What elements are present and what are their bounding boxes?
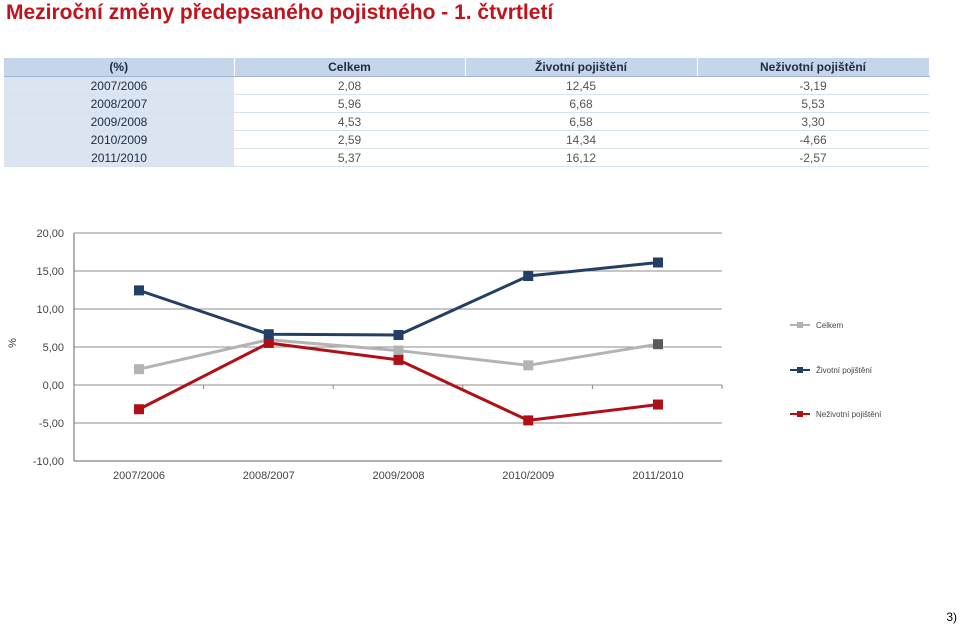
table-row: 2009/2008 4,53 6,58 3,30 [4, 112, 929, 131]
table-cell: 2,08 [234, 76, 465, 95]
data-point [134, 285, 144, 296]
table-cell: 5,37 [234, 148, 465, 167]
table-row: 2010/2009 2,59 14,34 -4,66 [4, 130, 929, 149]
table-header-row: (%) Celkem Životní pojištění Neživotní p… [4, 58, 930, 77]
data-point [653, 257, 663, 268]
table-cell: 5,53 [697, 94, 929, 113]
legend-marker [797, 367, 803, 373]
row-label: 2010/2009 [4, 130, 234, 149]
data-point [523, 415, 534, 426]
table-cell: 5,96 [234, 94, 465, 113]
column-header: (%) [4, 58, 235, 77]
data-point [393, 354, 404, 365]
data-point [263, 329, 274, 340]
table-row: 2008/2007 5,96 6,68 5,53 [4, 94, 929, 113]
data-point [263, 337, 274, 348]
y-tick-label: 15,00 [36, 266, 64, 278]
table-cell: -4,66 [697, 130, 929, 149]
column-header: Celkem [234, 58, 466, 77]
row-label: 2009/2008 [4, 112, 234, 131]
x-tick-label: 2010/2009 [502, 470, 554, 482]
y-tick-label: 20,00 [36, 228, 64, 240]
data-point [393, 329, 404, 340]
x-tick-label: 2011/2010 [632, 470, 683, 482]
column-header: Neživotní pojištění [697, 58, 930, 77]
table-cell: 6,58 [465, 112, 697, 131]
column-header: Životní pojištění [465, 58, 698, 77]
data-point [653, 399, 663, 410]
legend-label: Životní pojištění [816, 366, 873, 375]
table-cell: 6,68 [465, 94, 697, 113]
table-row: 2011/2010 5,37 16,12 -2,57 [4, 148, 929, 167]
data-point [523, 271, 534, 282]
table-cell: 3,30 [697, 112, 929, 131]
legend-label: Neživotní pojištění [816, 410, 882, 419]
x-tick-label: 2009/2008 [373, 470, 425, 482]
table-cell: -3,19 [697, 76, 929, 95]
page-title: Meziroční změny předepsaného pojistného … [6, 1, 554, 24]
table-cell: 4,53 [234, 112, 465, 131]
table-row: 2007/2006 2,08 12,45 -3,19 [4, 76, 929, 95]
data-point [393, 345, 404, 356]
table-cell: 12,45 [465, 76, 697, 95]
legend-marker [797, 322, 803, 328]
data-point [134, 364, 144, 375]
table-cell: 16,12 [465, 148, 697, 167]
table-cell: 14,34 [465, 130, 697, 149]
y-tick-label: -5,00 [39, 418, 64, 430]
data-point [523, 360, 534, 371]
row-label: 2011/2010 [4, 148, 234, 167]
y-tick-label: 0,00 [43, 380, 64, 392]
data-point [134, 404, 144, 415]
x-tick-label: 2008/2007 [243, 470, 295, 482]
y-tick-label: -10,00 [33, 456, 64, 468]
legend-marker [797, 411, 803, 417]
legend-label: Celkem [816, 321, 843, 330]
page-number: 3) [946, 610, 957, 624]
row-label: 2007/2006 [4, 76, 234, 95]
table-cell: -2,57 [697, 148, 929, 167]
series-line [138, 260, 659, 337]
data-table: (%) Celkem Životní pojištění Neživotní p… [4, 58, 930, 167]
line-chart: 20,00 15,00 10,00 5,00 0,00 -5,00 -10,00% 2007/… [7, 228, 882, 482]
x-tick-label: 2007/2006 [113, 470, 165, 482]
y-tick-label: 10,00 [36, 304, 64, 316]
table-cell: 2,59 [234, 130, 465, 149]
row-label: 2008/2007 [4, 94, 234, 113]
data-point [653, 339, 663, 350]
y-axis-label: % [7, 338, 19, 348]
y-tick-label: 5,00 [43, 342, 64, 354]
